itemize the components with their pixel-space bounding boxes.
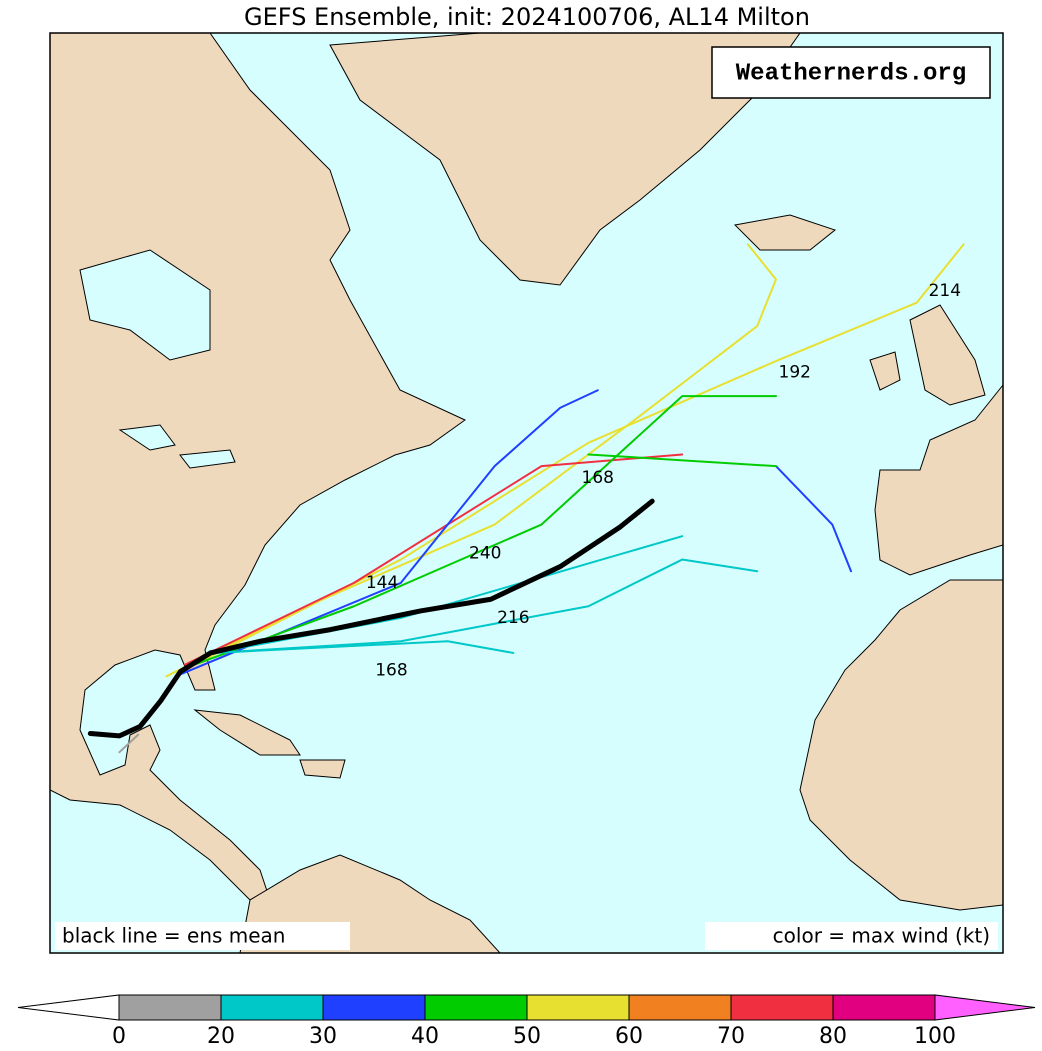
track-label: 168 <box>582 468 614 488</box>
colorbar-segment <box>322 994 426 1021</box>
great-lakes <box>118 424 236 469</box>
colorbar-segment <box>832 994 936 1021</box>
colorbar-segment <box>424 994 528 1021</box>
africa <box>799 579 1003 911</box>
cuba <box>193 709 301 756</box>
colorbar-label: 100 <box>914 1024 956 1049</box>
member-track <box>212 558 759 654</box>
mean-track <box>87 498 655 739</box>
member-track <box>174 389 599 678</box>
colorbar-label: 50 <box>513 1024 541 1049</box>
colorbar-segment <box>220 994 324 1021</box>
member-track <box>193 395 778 666</box>
member-track <box>212 535 684 654</box>
member-track <box>775 465 853 573</box>
colorbar-segment <box>730 994 834 1021</box>
note-left: black line = ens mean <box>62 924 286 948</box>
track-label: 240 <box>469 544 501 564</box>
colorbar-label: 70 <box>717 1024 745 1049</box>
track-label: 214 <box>929 281 961 301</box>
colorbar-label: 0 <box>112 1024 126 1049</box>
watermark: Weathernerds.org <box>736 60 966 87</box>
member-track <box>193 243 965 666</box>
track-label: 168 <box>375 660 407 680</box>
member-track <box>587 453 778 468</box>
hispaniola <box>299 759 346 779</box>
colorbar-label: 80 <box>819 1024 847 1049</box>
map-frame <box>49 32 1004 954</box>
title: GEFS Ensemble, init: 2024100706, AL14 Mi… <box>244 3 810 31</box>
member-track <box>212 640 515 654</box>
member-track <box>118 733 140 754</box>
hudson-bay <box>79 249 211 361</box>
track-label: 192 <box>779 363 811 383</box>
note-box <box>55 922 350 950</box>
colorbar-label: 20 <box>207 1024 235 1049</box>
britain <box>909 304 986 406</box>
colorbar-label: 40 <box>411 1024 439 1049</box>
colorbar-segment <box>118 994 222 1021</box>
under-arrow <box>17 994 120 1021</box>
europe <box>874 384 1003 576</box>
map: 168 192 216 240 144 168 214 <box>50 33 1003 953</box>
note-box <box>705 922 998 950</box>
colorbar-label: 60 <box>615 1024 643 1049</box>
note-right: color = max wind (kt) <box>773 924 990 948</box>
iceland <box>733 214 837 251</box>
track-label: 216 <box>497 608 529 628</box>
ireland <box>869 351 901 391</box>
colorbar-label: 30 <box>309 1024 337 1049</box>
watermark-box <box>711 46 991 99</box>
over-arrow <box>934 994 1036 1021</box>
colorbar-segment <box>628 994 732 1021</box>
colorbar-segment <box>526 994 630 1021</box>
track-label: 144 <box>366 573 398 593</box>
